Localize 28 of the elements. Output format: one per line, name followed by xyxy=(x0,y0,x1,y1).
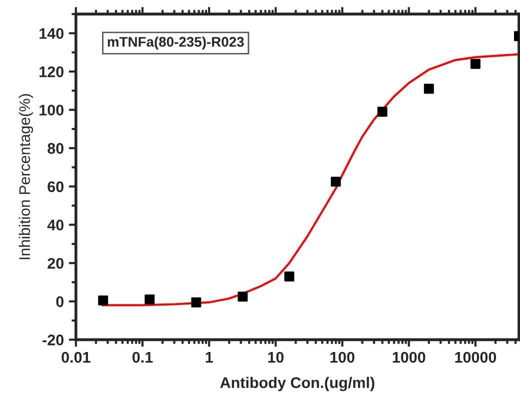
annotation: mTNFa(80-235)-R023 xyxy=(108,36,244,50)
y-tick-label: -20 xyxy=(42,334,64,346)
y-tick-label: 140 xyxy=(40,28,64,39)
y-axis-title: Inhibition Percentage(%) xyxy=(18,94,34,260)
point xyxy=(144,294,155,304)
y-tick-label: 40 xyxy=(47,220,64,230)
y-tick-label: 0 xyxy=(56,296,64,308)
x-tick-label: 100 xyxy=(330,352,354,363)
y-tick-label: 120 xyxy=(40,66,64,78)
y-tick-label: 100 xyxy=(40,104,64,116)
point xyxy=(377,106,388,117)
y-tick-label: 80 xyxy=(48,143,64,154)
point xyxy=(284,272,294,282)
y-tick-label: 60 xyxy=(48,181,64,192)
point xyxy=(424,84,434,94)
point xyxy=(238,292,248,302)
x-tick-label: 1000 xyxy=(392,352,426,363)
x-tick-label: 10 xyxy=(268,352,284,363)
x-tick-label: 0.1 xyxy=(132,352,153,363)
x-tick-label: 1 xyxy=(206,352,213,363)
x-tick-label: 0.01 xyxy=(62,352,90,363)
point xyxy=(191,297,202,308)
point xyxy=(98,295,108,306)
x-tick-label: 10000 xyxy=(455,352,496,363)
x-axis-title: Antibody Con.(ug/ml) xyxy=(220,376,374,392)
y-tick-label: 20 xyxy=(48,258,64,269)
point xyxy=(330,176,341,187)
point xyxy=(470,58,480,69)
